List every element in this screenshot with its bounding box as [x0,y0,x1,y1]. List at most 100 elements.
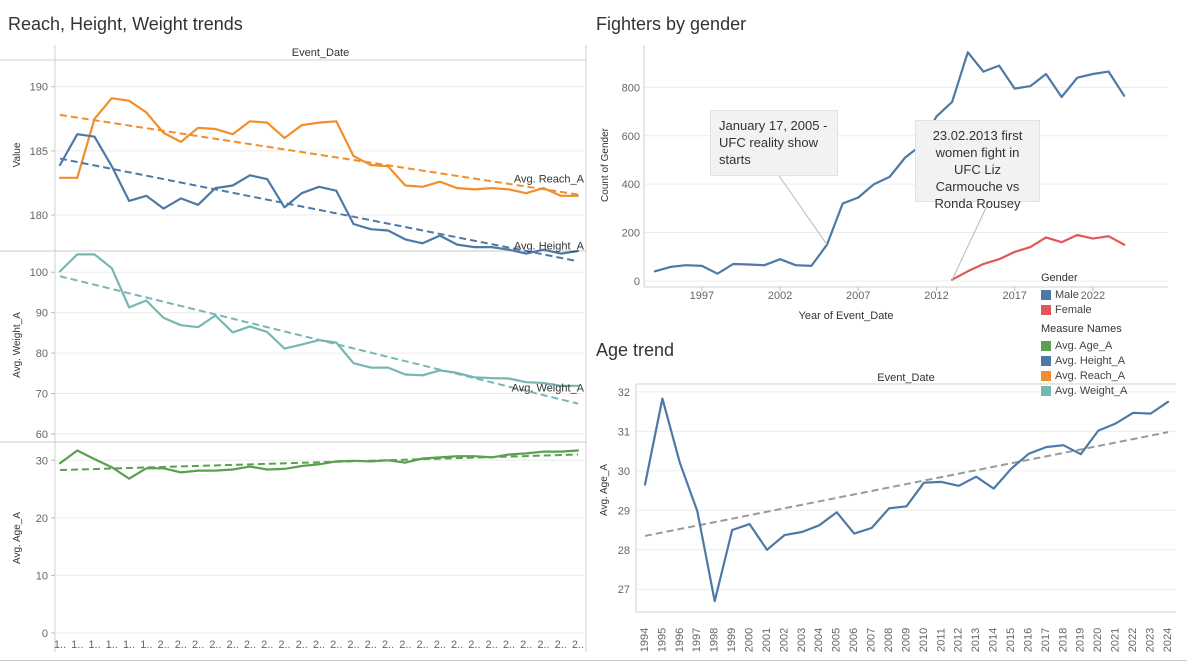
legend-label-female: Female [1055,303,1092,316]
y-axis-title: Avg. Weight_A [12,312,23,378]
legend-item-age[interactable]: Avg. Age_A [1041,338,1127,353]
legend-item-male[interactable]: Male [1041,287,1092,302]
x-tick-label: 2.. [278,639,290,651]
age-x-tick-label: 2001 [761,628,773,652]
age-x-tick-label: 2022 [1127,628,1139,652]
avg-reach-a-series-line [58,97,580,197]
x-tick-label: 2.. [296,639,308,651]
age-x-tick-label: 2005 [831,628,843,652]
age-y-tick-label: 31 [618,426,630,438]
height-swatch [1041,355,1051,366]
age-y-tick-label: 29 [618,505,630,517]
legend-label-age: Avg. Age_A [1055,339,1113,352]
x-tick-label: 2.. [399,639,411,651]
x-tick-label: 1.. [140,639,152,651]
age-panel-title: Age trend [596,340,675,360]
y-tick-label: 0 [42,628,48,640]
legend-label-male: Male [1055,288,1079,301]
annotation-2013: 23.02.2013 first women fight in UFC Liz … [915,120,1040,211]
age-x-tick-label: 2013 [970,628,982,652]
annotation-2005-leader [774,169,828,245]
y-tick-label: 70 [36,388,48,400]
age-x-tick-label: 2023 [1144,628,1156,652]
avg-age-a-series-line [58,449,580,480]
age-x-tick-label: 2019 [1075,628,1087,652]
x-tick-label: 1.. [123,639,135,651]
y-tick-label: 180 [30,210,48,222]
avg-weight-a-trend-label: Avg. Weight_A [512,383,585,395]
legend-item-female[interactable]: Female [1041,302,1092,317]
x-tick-label: 2.. [244,639,256,651]
age-x-tick-label: 1997 [691,628,703,652]
legend-label-height: Avg. Height_A [1055,354,1126,367]
x-tick-label: 2.. [157,639,169,651]
age-x-tick-label: 1994 [639,628,651,652]
x-tick-label: 2.. [365,639,377,651]
reach-height-weight-age-chart: Event_Date 180 185 190 Value Avg. Reach_A Avg.… [0,45,587,652]
gender-series-male [653,51,1126,275]
legend-item-height[interactable]: Avg. Height_A [1041,353,1127,368]
age-x-tick-label: 2002 [778,628,790,652]
x-tick-label: 2.. [347,639,359,651]
y-tick-label: 60 [36,429,48,441]
left-panel-title: Reach, Height, Weight trends [8,14,243,34]
gender-y-tick-label: 400 [622,179,640,191]
age-y-tick-label: 28 [618,545,630,557]
y-tick-label: 10 [36,570,48,582]
y-tick-label: 30 [36,455,48,467]
age-header-label: Event_Date [877,372,934,384]
y-tick-label: 190 [30,82,48,94]
age-x-tick-label: 2003 [796,628,808,652]
x-tick-label: 2.. [382,639,394,651]
annotation-2005: January 17, 2005 - UFC reality show star… [710,110,838,176]
annotation-2013-leader [951,194,993,280]
y-tick-label: 185 [30,146,48,158]
age-x-tick-label: 2004 [813,628,825,652]
gender-x-tick-label: 1997 [690,290,714,302]
y-tick-label: 90 [36,308,48,320]
age-x-tick-label: 2000 [744,628,756,652]
x-tick-label: 2.. [486,639,498,651]
avg-height-a-trend-label: Avg. Height_A [514,240,585,252]
x-tick-label: 2.. [555,639,567,651]
x-tick-label: 2.. [434,639,446,651]
age-x-tick-label: 2006 [848,628,860,652]
age-x-tick-label: 2021 [1110,628,1122,652]
x-tick-label: 2.. [175,639,187,651]
gender-series-female [950,233,1126,281]
age-x-tick-label: 1995 [656,628,668,652]
age-x-tick-label: 2016 [1022,628,1034,652]
x-tick-label: 2.. [572,639,584,651]
y-tick-label: 100 [30,267,48,279]
gender-chart: 0 200 400 600 800 1997 2002 2007 2012 2017 2022 Yea… [600,45,1168,322]
age-x-tick-label: 2018 [1057,628,1069,652]
gender-x-tick-label: 2007 [846,290,870,302]
x-tick-label: 2.. [313,639,325,651]
gender-legend-title: Gender [1041,272,1078,284]
age-x-tick-label: 1998 [709,628,721,652]
legend-item-weight[interactable]: Avg. Weight_A [1041,383,1127,398]
legend-item-reach[interactable]: Avg. Reach_A [1041,368,1127,383]
gender-x-axis-title: Year of Event_Date [799,310,894,322]
bottom-divider [0,660,1187,661]
x-tick-label: 2.. [227,639,239,651]
legend-label-weight: Avg. Weight_A [1055,384,1128,397]
gender-y-tick-label: 0 [634,276,640,288]
age-trend-line [644,431,1169,537]
gender-x-tick-label: 2017 [1002,290,1026,302]
left-header-label: Event_Date [292,47,349,59]
age-x-tick-label: 2011 [935,628,947,652]
female-swatch [1041,304,1051,315]
age-x-tick-label: 2015 [1005,628,1017,652]
male-swatch [1041,289,1051,300]
x-tick-label: 2.. [468,639,480,651]
x-tick-label: 2.. [520,639,532,651]
gender-legend: Gender Male Female [1041,272,1092,317]
avg-height-a-series-line [58,133,580,255]
age-x-tick-label: 2010 [918,628,930,652]
weight-swatch [1041,385,1051,396]
age-y-tick-label: 32 [618,387,630,399]
x-tick-label: 2.. [209,639,221,651]
x-tick-label: 1.. [106,639,118,651]
